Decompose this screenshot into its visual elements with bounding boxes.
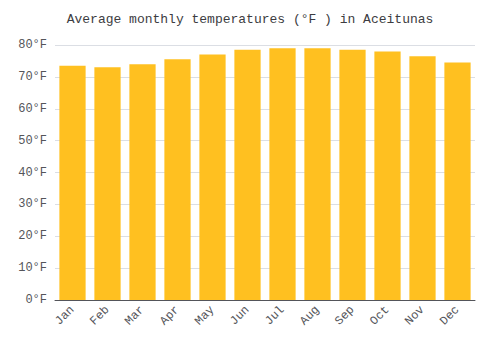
svg-text:Feb: Feb xyxy=(87,303,112,328)
svg-text:Aug: Aug xyxy=(297,303,322,328)
svg-text:70°F: 70°F xyxy=(18,70,47,84)
svg-text:30°F: 30°F xyxy=(18,197,47,211)
svg-text:60°F: 60°F xyxy=(18,102,47,116)
svg-text:Sep: Sep xyxy=(332,303,357,328)
svg-text:Apr: Apr xyxy=(157,303,182,328)
svg-text:May: May xyxy=(192,303,217,328)
svg-text:40°F: 40°F xyxy=(18,166,47,180)
svg-text:Jun: Jun xyxy=(227,303,252,328)
svg-text:20°F: 20°F xyxy=(18,229,47,243)
svg-text:Nov: Nov xyxy=(402,303,427,328)
svg-text:10°F: 10°F xyxy=(18,261,47,275)
svg-text:Mar: Mar xyxy=(122,303,147,328)
svg-text:50°F: 50°F xyxy=(18,134,47,148)
svg-text:0°F: 0°F xyxy=(25,293,47,307)
svg-text:Average monthly temperatures (: Average monthly temperatures (°F ) in Ac… xyxy=(67,12,434,27)
svg-text:Jul: Jul xyxy=(262,303,287,328)
svg-text:Oct: Oct xyxy=(367,303,392,328)
svg-text:80°F: 80°F xyxy=(18,38,47,52)
svg-text:Dec: Dec xyxy=(437,303,462,328)
svg-text:Jan: Jan xyxy=(52,303,77,328)
